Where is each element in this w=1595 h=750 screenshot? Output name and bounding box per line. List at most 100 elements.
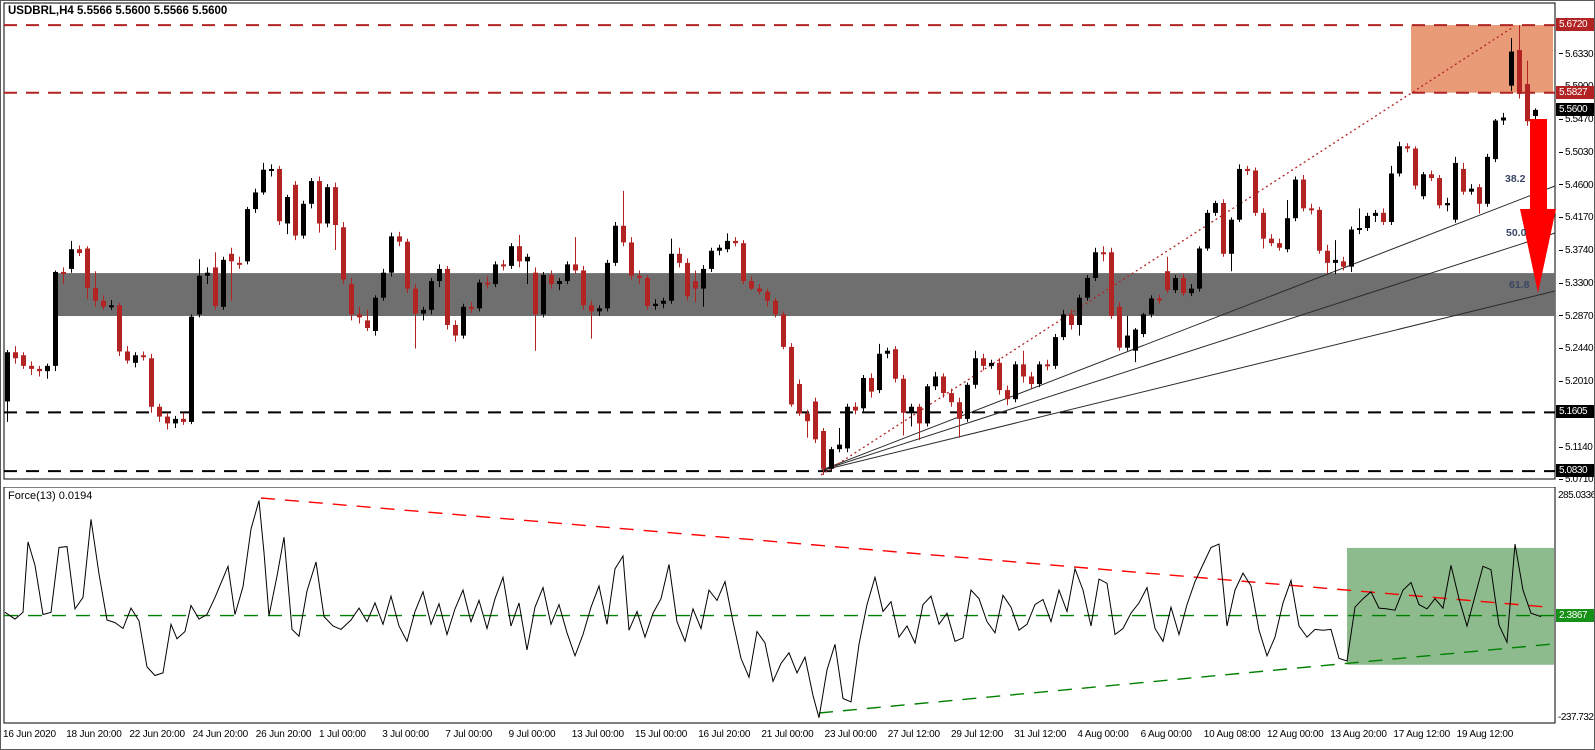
candle-body[interactable]: [1253, 170, 1258, 213]
candle-body[interactable]: [885, 350, 890, 354]
candle-body[interactable]: [917, 406, 922, 424]
candle-body[interactable]: [1333, 259, 1338, 263]
candle-body[interactable]: [173, 418, 178, 424]
candle-body[interactable]: [1485, 156, 1490, 204]
candle-body[interactable]: [341, 227, 346, 280]
candle-body[interactable]: [565, 264, 570, 282]
candle-body[interactable]: [229, 253, 234, 262]
candle-body[interactable]: [765, 291, 770, 301]
candle-body[interactable]: [653, 303, 658, 307]
candle-body[interactable]: [829, 449, 834, 469]
candle-body[interactable]: [37, 368, 42, 372]
candle-body[interactable]: [1373, 212, 1378, 216]
candle-body[interactable]: [1077, 297, 1082, 325]
candle-body[interactable]: [861, 377, 866, 409]
candle-body[interactable]: [901, 378, 906, 413]
candle-body[interactable]: [1389, 173, 1394, 222]
candle-body[interactable]: [1045, 364, 1050, 367]
candle-body[interactable]: [1245, 168, 1250, 171]
candle-body[interactable]: [269, 168, 274, 171]
candle-body[interactable]: [5, 352, 10, 402]
rising-support-line[interactable]: [818, 643, 1555, 714]
candle-body[interactable]: [1181, 278, 1186, 294]
candle-body[interactable]: [365, 320, 370, 328]
candle-body[interactable]: [557, 281, 562, 285]
candle-body[interactable]: [805, 413, 810, 422]
candle-body[interactable]: [541, 274, 546, 315]
candle-body[interactable]: [373, 297, 378, 332]
candle-body[interactable]: [1269, 238, 1274, 244]
candle-body[interactable]: [309, 181, 314, 204]
candle-body[interactable]: [1021, 364, 1026, 377]
candle-body[interactable]: [1229, 219, 1234, 254]
candle-body[interactable]: [813, 401, 818, 440]
candle-body[interactable]: [397, 236, 402, 242]
candle-body[interactable]: [997, 362, 1002, 391]
candle-body[interactable]: [29, 365, 34, 369]
force-indicator-canvas[interactable]: [1, 487, 1595, 727]
candle-body[interactable]: [109, 305, 114, 308]
candle-body[interactable]: [389, 236, 394, 273]
candle-body[interactable]: [909, 406, 914, 413]
candle-body[interactable]: [797, 384, 802, 414]
candle-body[interactable]: [789, 346, 794, 405]
candle-body[interactable]: [1141, 314, 1146, 335]
candle-body[interactable]: [853, 406, 858, 411]
candle-body[interactable]: [1125, 335, 1130, 348]
fib-fan-line[interactable]: [818, 232, 1556, 472]
candle-body[interactable]: [1477, 187, 1482, 204]
candle-body[interactable]: [493, 264, 498, 285]
candle-body[interactable]: [693, 281, 698, 289]
candle-body[interactable]: [189, 316, 194, 422]
candle-body[interactable]: [1189, 288, 1194, 294]
candle-body[interactable]: [253, 192, 258, 210]
candle-body[interactable]: [821, 430, 826, 469]
candle-body[interactable]: [1165, 271, 1170, 291]
candle-body[interactable]: [989, 362, 994, 366]
candle-body[interactable]: [701, 268, 706, 289]
candle-body[interactable]: [1293, 179, 1298, 219]
candle-body[interactable]: [941, 376, 946, 394]
candle-body[interactable]: [181, 418, 186, 422]
candle-body[interactable]: [1037, 364, 1042, 385]
candle-body[interactable]: [637, 275, 642, 279]
candle-body[interactable]: [69, 249, 74, 269]
candle-body[interactable]: [1413, 148, 1418, 186]
candle-body[interactable]: [1093, 252, 1098, 279]
candle-body[interactable]: [893, 349, 898, 379]
candle-body[interactable]: [1149, 298, 1154, 315]
candle-body[interactable]: [597, 308, 602, 312]
candle-body[interactable]: [213, 267, 218, 307]
candle-body[interactable]: [1117, 306, 1122, 348]
candle-body[interactable]: [1437, 178, 1442, 206]
candle-body[interactable]: [1029, 376, 1034, 385]
candle-body[interactable]: [581, 270, 586, 306]
candle-body[interactable]: [77, 249, 82, 254]
candle-body[interactable]: [1325, 250, 1330, 263]
candle-body[interactable]: [277, 168, 282, 222]
candle-body[interactable]: [509, 246, 514, 266]
candle-body[interactable]: [1109, 252, 1114, 316]
candle-body[interactable]: [1261, 212, 1266, 239]
candle-body[interactable]: [85, 248, 90, 288]
candle-body[interactable]: [1357, 228, 1362, 231]
candle-body[interactable]: [333, 187, 338, 226]
candle-body[interactable]: [573, 264, 578, 271]
candle-body[interactable]: [533, 272, 538, 315]
candle-body[interactable]: [1421, 174, 1426, 197]
candle-body[interactable]: [669, 253, 674, 301]
candle-body[interactable]: [261, 169, 266, 193]
candle-body[interactable]: [405, 241, 410, 289]
candle-body[interactable]: [357, 314, 362, 318]
candle-body[interactable]: [485, 282, 490, 285]
candle-body[interactable]: [1221, 203, 1226, 254]
candle-body[interactable]: [1133, 329, 1138, 351]
candle-body[interactable]: [1533, 109, 1538, 116]
candle-body[interactable]: [1405, 146, 1410, 149]
candle-body[interactable]: [117, 305, 122, 352]
candle-body[interactable]: [1469, 188, 1474, 192]
candle-body[interactable]: [973, 358, 978, 385]
candle-body[interactable]: [429, 281, 434, 310]
candle-body[interactable]: [1517, 50, 1522, 94]
candle-body[interactable]: [629, 242, 634, 276]
